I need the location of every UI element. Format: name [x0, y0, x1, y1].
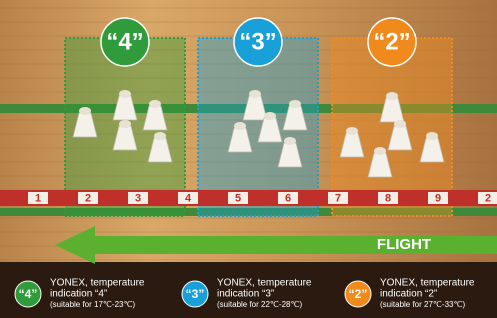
shuttlecock-cork [394, 120, 406, 128]
ruler-number: 6 [285, 192, 291, 204]
ruler-number: 4 [185, 192, 192, 204]
shuttlecock-cork [154, 132, 166, 140]
arrow-label: FLIGHT [377, 236, 431, 253]
zone-badge-label: “2” [373, 28, 410, 55]
ruler-number: 1 [35, 192, 41, 204]
zone-badge-label: “4” [106, 28, 143, 55]
ruler [0, 190, 497, 206]
shuttlecock-cork [149, 100, 161, 108]
shuttlecock-cork [284, 137, 296, 145]
shuttlecock-cork [79, 107, 91, 115]
shuttlecock-cork [234, 122, 246, 130]
legend-badge-label: “2” [349, 287, 368, 301]
legend-line: (suitable for 27℃-33℃) [380, 300, 465, 309]
legend-line: (suitable for 22℃-28℃) [217, 300, 302, 309]
legend-line: indication “2” [380, 289, 437, 300]
shuttlecock-cork [264, 112, 276, 120]
shuttlecock-cork [386, 92, 398, 100]
zone-badge-label: “3” [239, 28, 276, 55]
ruler-number: 7 [335, 192, 341, 204]
ruler-number: 2 [85, 192, 91, 204]
legend-line: indication “4” [50, 289, 107, 300]
shuttlecock-cork [249, 90, 261, 98]
ruler-number: 8 [385, 192, 391, 204]
shuttlecock-cork [289, 100, 301, 108]
legend-badge-label: “3” [186, 287, 205, 301]
shuttlecock-cork [119, 120, 131, 128]
shuttlecock-cork [374, 147, 386, 155]
legend-badge-label: “4” [19, 287, 38, 301]
shuttlecock-cork [346, 127, 358, 135]
legend-line: YONEX, temperature [217, 278, 312, 289]
legend-line: indication “3” [217, 289, 274, 300]
legend-line: YONEX, temperature [50, 278, 145, 289]
ruler-number: 2 [485, 192, 491, 204]
ruler-number: 3 [135, 192, 141, 204]
legend-line: (suitable for 17℃-23℃) [50, 300, 135, 309]
shuttlecock-cork [426, 132, 438, 140]
shuttlecock-cork [119, 90, 131, 98]
ruler-number: 5 [235, 192, 241, 204]
scene: 1 2 3 4 5 6 7 8 9 2 FLIGHT “4” “3” “2” “4” YONEX, te… [0, 0, 497, 318]
legend-line: YONEX, temperature [380, 278, 475, 289]
ruler-number: 9 [435, 192, 441, 204]
